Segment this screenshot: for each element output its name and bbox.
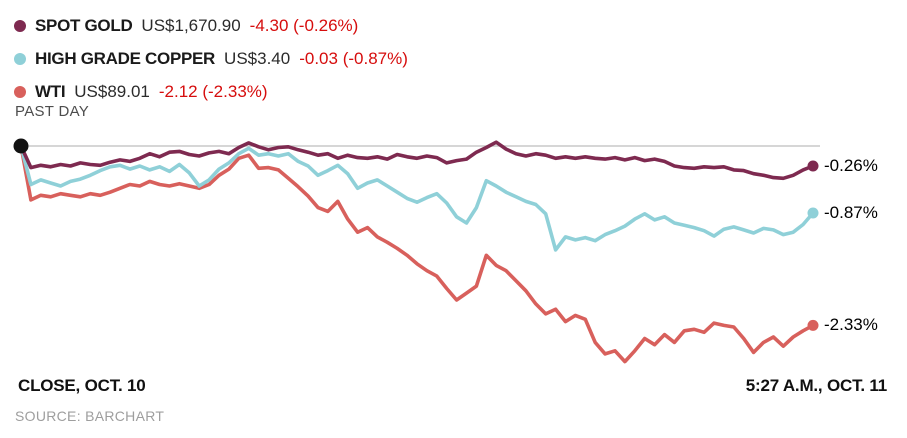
series-end-dot-2 (807, 319, 819, 331)
series-end-dot-1 (807, 207, 819, 219)
series-line-0 (19, 140, 815, 181)
legend-series-name: HIGH GRADE COPPER (35, 48, 216, 68)
legend-series-price: US$1,670.90 (141, 15, 241, 35)
period-label: PAST DAY (15, 103, 90, 120)
legend-series-name: WTI (35, 81, 66, 101)
legend-series-change: -4.30 (-0.26%) (249, 15, 359, 35)
legend: SPOT GOLD US$1,670.90 -4.30 (-0.26%) HIG… (14, 9, 408, 108)
legend-item-wti: WTI US$89.01 -2.12 (-2.33%) (14, 75, 408, 108)
legend-item-spot-gold: SPOT GOLD US$1,670.90 -4.30 (-0.26%) (14, 9, 408, 42)
legend-series-price: US$3.40 (224, 48, 291, 68)
start-marker-dot (13, 138, 29, 154)
legend-series-change: -0.03 (-0.87%) (299, 48, 408, 68)
series-line-2 (19, 144, 815, 364)
spot-gold-color-dot-icon (14, 19, 26, 32)
series-end-dot-0 (807, 160, 819, 172)
legend-series-price: US$89.01 (74, 81, 150, 101)
series-end-label: -0.26% (824, 156, 878, 176)
x-axis-end-label: 5:27 A.M., OCT. 11 (745, 376, 887, 395)
series-end-label: -0.87% (824, 202, 878, 222)
wti-color-dot-icon (14, 85, 26, 98)
series-line-1 (19, 144, 815, 252)
legend-series-change: -2.12 (-2.33%) (158, 81, 268, 101)
x-axis-start-label: CLOSE, OCT. 10 (18, 376, 146, 395)
legend-series-name: SPOT GOLD (35, 15, 133, 35)
source-attribution: SOURCE: BARCHART (15, 408, 165, 424)
legend-item-high-grade-copper: HIGH GRADE COPPER US$3.40 -0.03 (-0.87%) (14, 42, 408, 75)
copper-color-dot-icon (14, 52, 26, 65)
series-end-label: -2.33% (824, 315, 878, 335)
